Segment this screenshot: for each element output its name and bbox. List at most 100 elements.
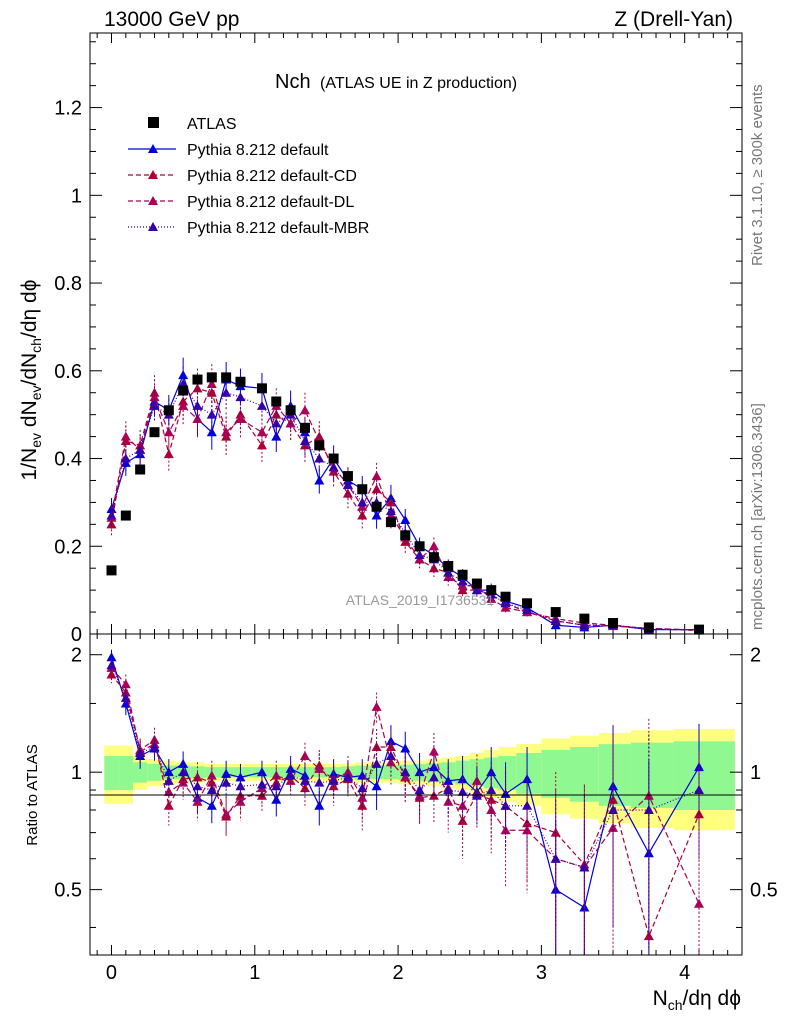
series-point <box>106 510 117 520</box>
ratio-point <box>457 800 468 810</box>
series-point <box>192 400 203 410</box>
y-tick-label: 0.4 <box>54 449 82 471</box>
ratio-point <box>178 767 189 777</box>
legend-marker <box>148 117 159 128</box>
band-green-segment <box>233 767 252 778</box>
ratio-point <box>235 781 246 791</box>
ratio-point <box>256 767 267 777</box>
y-tick-label: 0.6 <box>54 361 82 383</box>
ratio-point <box>206 770 217 780</box>
series-line <box>110 382 700 631</box>
series-point <box>256 440 267 450</box>
ratio-point <box>271 781 282 791</box>
atlas-point <box>643 622 654 633</box>
series-point <box>149 392 160 402</box>
series-point <box>221 427 232 437</box>
ratio-point <box>400 767 411 777</box>
series-point <box>178 400 189 410</box>
series-point <box>192 414 203 424</box>
atlas-point <box>299 422 310 433</box>
series-point <box>206 378 217 388</box>
main-panel: 0 1 2 3 4 0 0.2 0.4 0.6 0.8 1 1.2 Nch (ATLAS UE in … <box>54 32 743 984</box>
series-line <box>110 387 700 632</box>
x-tick-label: 4 <box>679 962 690 984</box>
ratio-point <box>500 800 511 810</box>
ratio-point <box>357 783 368 793</box>
atlas-point <box>471 578 482 589</box>
ratio-point <box>486 804 497 814</box>
series-point <box>500 598 511 608</box>
ratio-point <box>106 669 117 679</box>
title-sub: (ATLAS UE in Z production) <box>320 75 517 92</box>
series-line <box>110 373 700 631</box>
series-point <box>206 409 217 419</box>
header-left: 13000 GeV pp <box>104 8 239 31</box>
series-point <box>457 576 468 586</box>
header-right: Z (Drell-Yan) <box>614 8 733 31</box>
ratio-point <box>221 777 232 787</box>
ratio-y-tick-label-right: 1 <box>750 762 761 784</box>
ratio-point <box>608 804 619 814</box>
ratio-point <box>357 800 368 810</box>
ratio-frame <box>89 633 743 956</box>
atlas-point <box>608 618 619 629</box>
legend-label: Pythia 8.212 default-MBR <box>187 220 369 237</box>
atlas-point <box>178 385 189 396</box>
series-point <box>400 514 411 524</box>
ratio-point <box>400 772 411 782</box>
atlas-data <box>106 372 705 635</box>
ratio-point <box>694 898 705 908</box>
ratio-point <box>443 796 454 806</box>
series-point <box>314 475 325 485</box>
atlas-point <box>428 552 439 563</box>
atlas-point <box>357 484 368 495</box>
ratio-point <box>643 804 654 814</box>
ratio-point <box>457 786 468 796</box>
ratio-point <box>192 781 203 791</box>
series-point <box>206 427 217 437</box>
ratio-point <box>299 775 310 785</box>
ratio-point <box>221 809 232 819</box>
ratio-point <box>135 747 146 757</box>
ratio-line <box>111 674 700 939</box>
ratio-point <box>285 775 296 785</box>
ratio-y-tick-label: 1 <box>71 762 82 784</box>
atlas-point <box>192 374 203 385</box>
ratio-point <box>400 743 411 753</box>
ratio-point <box>299 751 310 761</box>
series-point <box>414 550 425 560</box>
legend-label: Pythia 8.212 default-CD <box>187 168 357 185</box>
ratio-point <box>357 792 368 802</box>
atlas-point <box>235 376 246 387</box>
series-point <box>299 405 310 415</box>
atlas-point <box>221 372 232 383</box>
band-green-segment <box>104 756 119 791</box>
series-point <box>221 387 232 397</box>
title-main: Nch <box>275 71 311 93</box>
legend-label: Pythia 8.212 default <box>187 142 329 159</box>
ratio-ticks: 0.5 0.5 1 1 2 2 <box>54 645 778 928</box>
ratio-panel: 0.5 0.5 1 1 2 2 <box>54 633 778 956</box>
ratio-y-tick-label: 0.5 <box>54 880 82 902</box>
band-green-segment <box>630 742 674 808</box>
ratio-point <box>694 785 705 795</box>
x-tick-label: 1 <box>249 962 260 984</box>
series-point <box>385 497 396 507</box>
ratio-point <box>385 757 396 767</box>
series-point <box>120 453 131 463</box>
band-green-segment <box>132 762 148 783</box>
atlas-point <box>206 372 217 383</box>
ratio-point <box>285 763 296 773</box>
series-point <box>256 400 267 410</box>
atlas-point <box>135 464 146 475</box>
atlas-point <box>579 613 590 624</box>
series-point <box>471 585 482 595</box>
ratio-y-tick-label: 2 <box>71 645 82 667</box>
series-point <box>163 449 174 459</box>
series-point <box>235 414 246 424</box>
series-point <box>235 392 246 402</box>
rivet-label: Rivet 3.1.10, ≥ 300k events <box>749 84 766 266</box>
y-tick-label: 1.2 <box>54 98 82 120</box>
series-point <box>328 462 339 472</box>
atlas-point <box>414 541 425 552</box>
